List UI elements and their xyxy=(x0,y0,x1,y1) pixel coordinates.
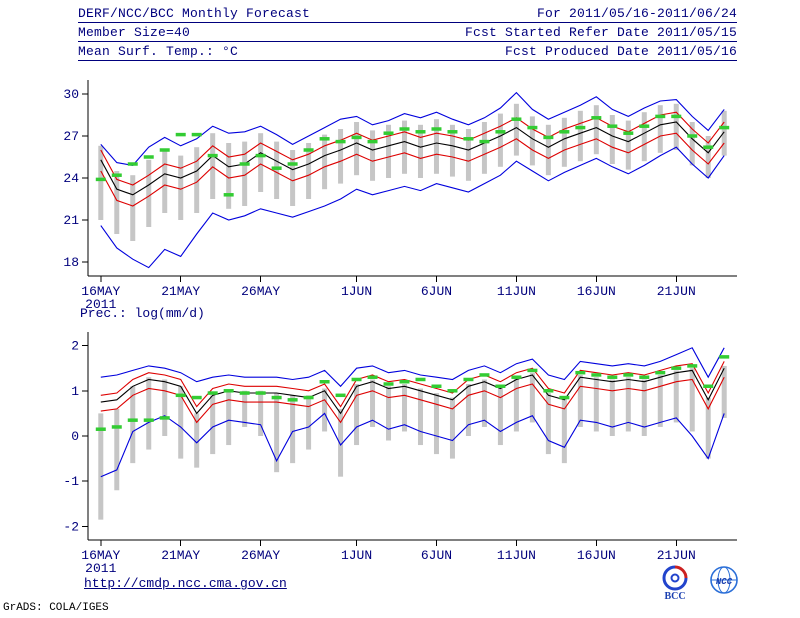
temperature-ytick-label: 30 xyxy=(63,87,79,102)
bcc-logo: BCC xyxy=(660,564,690,602)
precipitation-spread-bars xyxy=(98,365,727,520)
grads-credit: GrADS: COLA/IGES xyxy=(3,602,109,614)
temperature-xtick-label: 16JUN xyxy=(577,284,616,299)
precipitation-upper-quartile-line xyxy=(100,361,725,408)
precipitation-ytick-label: 1 xyxy=(71,384,79,399)
precipitation-xtick-label: 16JUN xyxy=(577,548,616,563)
precipitation-xtick-label: 21JUN xyxy=(657,548,696,563)
temperature-xtick-label: 21MAY xyxy=(161,284,200,299)
precipitation-xtick-year-label: 2011 xyxy=(85,561,116,576)
forecast-range: For 2011/05/16-2011/06/24 xyxy=(536,6,737,21)
precipitation-ytick-label: 0 xyxy=(71,429,79,444)
precipitation-xtick-label: 11JUN xyxy=(497,548,536,563)
temperature-axes xyxy=(82,80,737,282)
fcst-refer-date: Fcst Started Refer Date 2011/05/15 xyxy=(464,25,737,40)
precip-panel-title: Prec.: log(mm/d) xyxy=(80,306,205,321)
temperature-xtick-label: 11JUN xyxy=(497,284,536,299)
footer-logos: BCC NCC xyxy=(660,564,742,602)
header-row-3: Mean Surf. Temp.: °C Fcst Produced Date … xyxy=(78,42,737,61)
ncc-logo: NCC xyxy=(706,564,742,598)
precipitation-axes xyxy=(82,332,737,546)
temperature-lower-quartile-line xyxy=(100,132,725,207)
temperature-ensemble-min-line xyxy=(100,146,725,269)
temperature-ytick-label: 27 xyxy=(63,129,79,144)
temperature-ensemble-max-line xyxy=(100,91,725,166)
temperature-ensemble-median-line xyxy=(100,121,725,196)
precipitation-observation-dashes xyxy=(95,355,730,431)
temperature-xtick-year-label: 2011 xyxy=(85,297,116,312)
precipitation-ensemble-max-line xyxy=(100,347,725,388)
member-size-label: Member Size=40 xyxy=(78,25,191,40)
fcst-produced-date: Fcst Produced Date 2011/05/16 xyxy=(504,44,737,59)
ncc-logo-label: NCC xyxy=(716,577,733,587)
temperature-xtick-label: 16MAY xyxy=(81,284,120,299)
precipitation-ytick-label: -1 xyxy=(63,474,79,489)
header-row-1: DERF/NCC/BCC Monthly Forecast For 2011/0… xyxy=(78,4,737,23)
ncc-globe-icon: NCC xyxy=(710,566,738,594)
header: DERF/NCC/BCC Monthly Forecast For 2011/0… xyxy=(78,4,737,61)
temperature-ytick-label: 21 xyxy=(63,213,79,228)
temperature-ytick-label: 24 xyxy=(63,171,79,186)
precipitation-lower-quartile-line xyxy=(100,376,725,424)
temperature-xtick-label: 21JUN xyxy=(657,284,696,299)
precipitation-ytick-label: 2 xyxy=(71,339,79,354)
precipitation-ensemble-min-line xyxy=(100,412,725,478)
temperature-spread-bars xyxy=(98,103,727,241)
bcc-swirl-icon xyxy=(662,565,688,591)
bcc-logo-label: BCC xyxy=(664,591,686,602)
precipitation-xtick-label: 6JUN xyxy=(421,548,452,563)
temperature-ytick-label: 18 xyxy=(63,255,79,270)
temperature-xtick-label: 1JUN xyxy=(341,284,372,299)
temperature-observation-dashes xyxy=(95,114,730,197)
precipitation-xtick-label: 16MAY xyxy=(81,548,120,563)
temperature-upper-quartile-line xyxy=(100,111,725,186)
precipitation-xtick-label: 1JUN xyxy=(341,548,372,563)
temperature-xtick-label: 6JUN xyxy=(421,284,452,299)
header-row-2: Member Size=40 Fcst Started Refer Date 2… xyxy=(78,23,737,42)
precipitation-xtick-label: 26MAY xyxy=(241,548,280,563)
temp-panel-title: Mean Surf. Temp.: °C xyxy=(78,44,239,59)
precipitation-xtick-label: 21MAY xyxy=(161,548,200,563)
precipitation-ensemble-median-line xyxy=(100,367,725,415)
temperature-xtick-label: 26MAY xyxy=(241,284,280,299)
cmdp-url-link[interactable]: http://cmdp.ncc.cma.gov.cn xyxy=(84,576,287,591)
page-title: DERF/NCC/BCC Monthly Forecast xyxy=(78,6,311,21)
precipitation-ytick-label: -2 xyxy=(63,519,79,534)
